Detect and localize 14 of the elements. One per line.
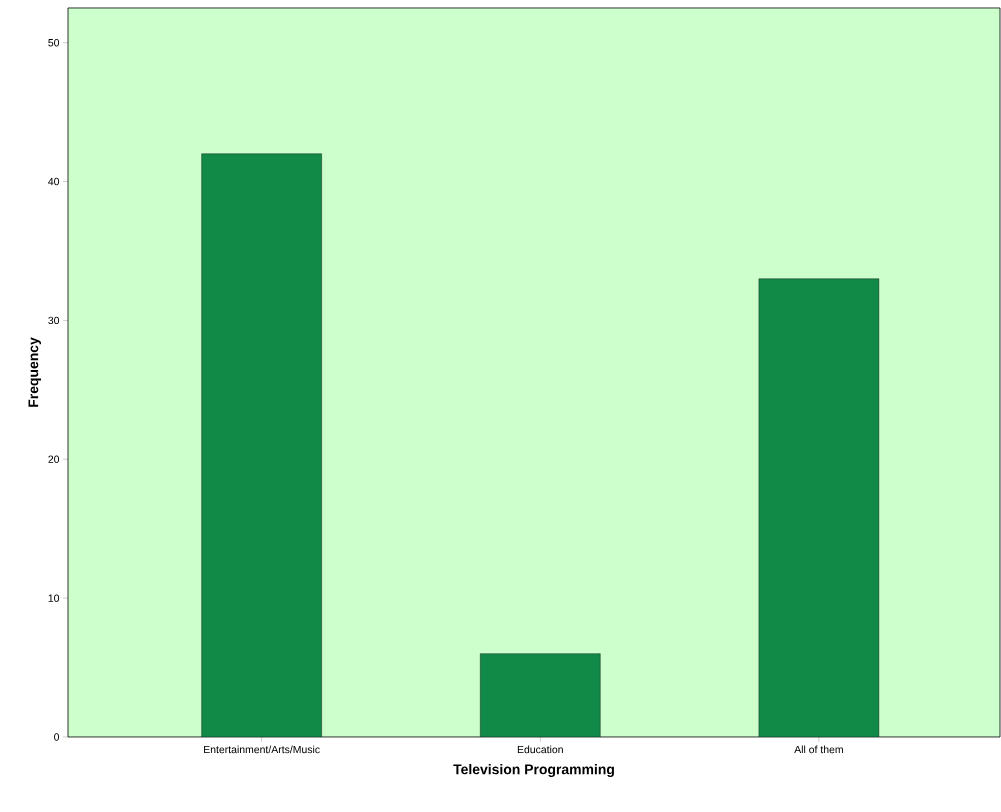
- x-tick-label: All of them: [794, 745, 843, 754]
- bar: [480, 653, 601, 737]
- x-tick-label: Education: [517, 745, 563, 754]
- y-tick-label: 0: [54, 733, 60, 741]
- y-tick-label: 40: [48, 177, 60, 186]
- y-tick-label: 10: [48, 594, 60, 602]
- bar: [201, 153, 322, 737]
- y-tick-label: 30: [48, 316, 60, 325]
- x-axis-title: Television Programming: [453, 764, 614, 778]
- x-tick-label: Entertainment/Arts/Music: [204, 745, 320, 754]
- y-tick-label: 50: [48, 39, 60, 47]
- bar: [758, 278, 880, 737]
- y-tick-label: 20: [48, 455, 60, 463]
- y-axis-title: Frequency: [28, 337, 42, 407]
